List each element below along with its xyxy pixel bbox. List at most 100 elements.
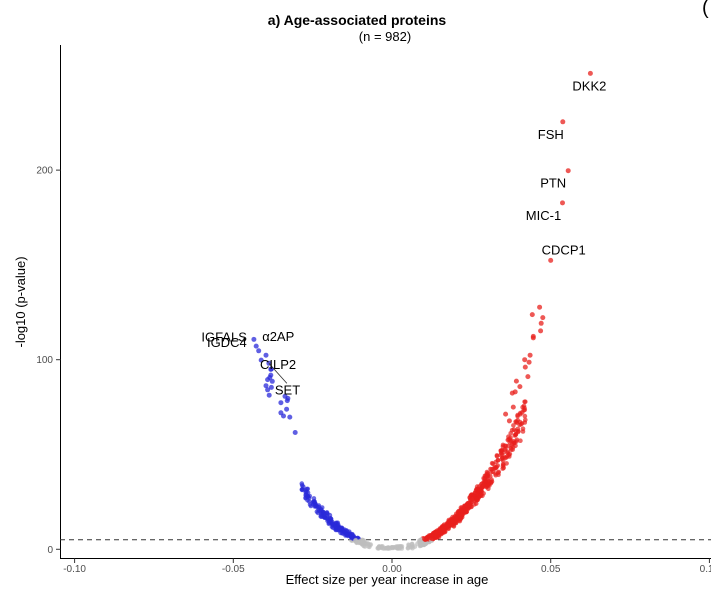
protein-point <box>268 384 274 390</box>
protein-label: CDCP1 <box>542 242 586 257</box>
protein-point <box>436 527 442 533</box>
protein-point <box>548 257 554 263</box>
protein-point <box>467 503 473 509</box>
protein-point <box>530 333 536 339</box>
protein-point <box>268 366 274 372</box>
protein-label: IGFALS <box>201 329 247 344</box>
x-axis-label: Effect size per year increase in age <box>286 572 489 587</box>
protein-point <box>529 312 535 318</box>
protein-point <box>292 430 298 435</box>
protein-point <box>421 536 427 542</box>
protein-point <box>502 447 508 453</box>
protein-point <box>458 507 464 513</box>
protein-point <box>256 348 262 354</box>
protein-point <box>317 508 322 514</box>
protein-point <box>518 422 524 427</box>
protein-point <box>268 372 274 378</box>
protein-point <box>493 459 499 465</box>
protein-point <box>520 429 526 434</box>
protein-point <box>503 411 509 417</box>
protein-label: MIC-1 <box>526 208 561 223</box>
y-axis-label: -log10 (p-value) <box>13 256 28 347</box>
protein-point <box>263 383 269 389</box>
protein-label: PTN <box>540 176 566 191</box>
protein-point <box>429 532 435 538</box>
protein-point <box>269 378 275 384</box>
protein-point <box>505 450 510 456</box>
y-tick-label: 100 <box>36 355 53 366</box>
protein-point <box>560 200 565 206</box>
protein-point <box>514 419 519 424</box>
protein-label: α2AP <box>262 329 294 344</box>
protein-point <box>587 70 593 76</box>
protein-point <box>299 483 305 488</box>
protein-point <box>303 495 309 500</box>
protein-point <box>522 405 527 411</box>
protein-point <box>393 545 398 550</box>
protein-point <box>326 521 332 527</box>
protein-point <box>506 418 512 424</box>
protein-point <box>433 530 438 535</box>
y-tick-label: 200 <box>36 166 53 177</box>
protein-point <box>445 523 451 528</box>
protein-point <box>253 343 259 349</box>
protein-point <box>308 503 314 509</box>
protein-point <box>365 541 371 547</box>
protein-point <box>518 438 523 444</box>
protein-point <box>376 545 382 550</box>
protein-point <box>456 512 461 518</box>
x-tick-label: 0.05 <box>541 564 561 575</box>
protein-point <box>406 543 412 548</box>
protein-label: CILP2 <box>260 357 296 372</box>
protein-point <box>441 528 447 534</box>
protein-point <box>381 546 387 551</box>
protein-point <box>509 447 514 453</box>
protein-point <box>410 545 415 551</box>
protein-point <box>481 482 487 487</box>
protein-point <box>342 529 348 534</box>
y-tick-label: 0 <box>47 545 53 556</box>
protein-point <box>266 392 272 398</box>
protein-point <box>278 400 284 406</box>
protein-point <box>525 374 531 380</box>
protein-point <box>508 435 513 441</box>
protein-label: FSH <box>538 127 564 142</box>
protein-point <box>287 414 293 420</box>
x-tick-label: 0.10 <box>700 564 711 575</box>
protein-point <box>488 469 494 475</box>
protein-point <box>509 427 515 433</box>
protein-point <box>476 486 482 492</box>
protein-point <box>510 404 516 410</box>
protein-point <box>504 454 510 459</box>
protein-label: DKK2 <box>572 78 606 93</box>
protein-point <box>303 490 309 495</box>
protein-point <box>513 428 519 434</box>
x-tick-label: 0.00 <box>382 564 402 575</box>
protein-point <box>522 357 528 363</box>
protein-point <box>515 413 520 419</box>
protein-point <box>344 532 349 538</box>
protein-point <box>446 517 452 523</box>
protein-point <box>526 359 532 365</box>
protein-point <box>310 499 316 505</box>
protein-point <box>565 168 571 174</box>
protein-point <box>265 377 271 383</box>
protein-point <box>511 423 516 428</box>
protein-point <box>349 535 354 541</box>
protein-point <box>511 439 516 444</box>
protein-point <box>498 452 503 458</box>
protein-point <box>470 496 475 502</box>
protein-point <box>450 519 456 524</box>
protein-point <box>522 364 528 370</box>
protein-point <box>509 390 515 396</box>
protein-point <box>299 487 305 492</box>
protein-point <box>473 501 479 506</box>
label-connector <box>268 363 288 384</box>
protein-point <box>284 406 290 412</box>
protein-point <box>418 539 423 544</box>
protein-point <box>481 476 486 481</box>
protein-point <box>330 521 335 527</box>
protein-point <box>284 398 290 404</box>
protein-point <box>560 119 566 125</box>
